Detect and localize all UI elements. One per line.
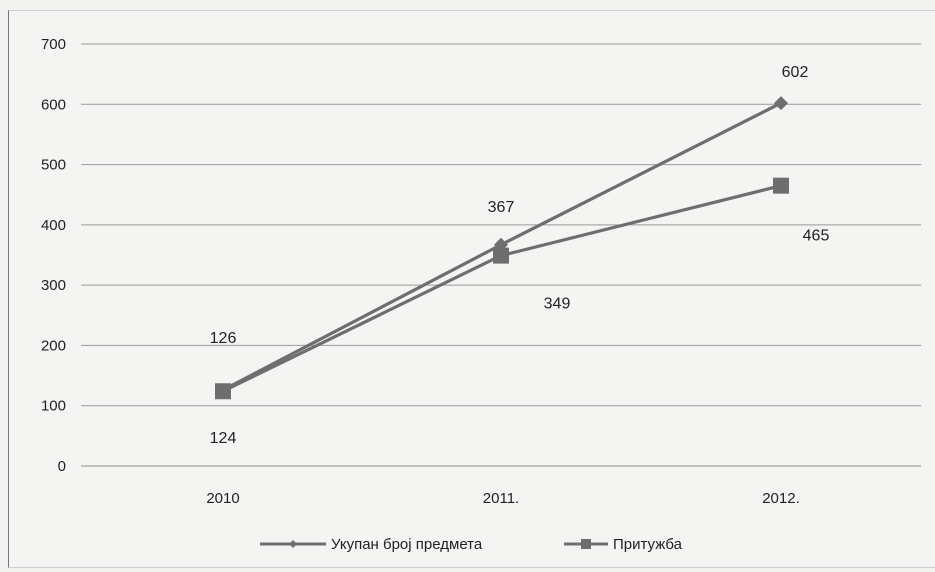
data-label: 367 [488,199,515,216]
legend-marker [581,539,591,549]
data-point [493,247,509,264]
chart-frame: 0 100 200 300 400 500 600 700 2010 2011. 2012. 12… [8,10,935,568]
legend-label: Укупан број предмета [331,536,483,553]
x-tick-label: 2011. [483,490,519,507]
data-point [773,177,789,194]
data-point [774,96,788,111]
y-tick-label: 700 [41,36,66,53]
y-tick-label: 200 [41,337,66,354]
data-label: 465 [803,228,830,245]
y-tick-label: 500 [41,157,66,174]
gridlines [81,43,921,467]
y-tick-label: 0 [58,458,66,475]
y-tick-label: 100 [41,398,66,415]
data-label: 126 [210,330,237,347]
y-tick-label: 600 [41,96,66,113]
series-markers [215,96,789,400]
y-axis-ticks: 0 100 200 300 400 500 600 700 [41,36,66,475]
line-chart: 0 100 200 300 400 500 600 700 2010 2011. 2012. 12… [41,36,921,553]
y-tick-label: 300 [41,277,66,294]
data-labels: 126 367 602 124 349 465 [210,64,830,447]
data-label: 602 [782,64,809,81]
y-tick-label: 400 [41,217,66,234]
x-tick-label: 2010 [206,490,239,507]
data-point [215,383,231,400]
x-axis-ticks: 2010 2011. 2012. [206,490,799,507]
legend-marker [289,540,297,548]
data-label: 124 [210,430,237,447]
legend: Укупан број предмета Притужба [260,536,683,553]
data-label: 349 [544,296,571,313]
legend-label: Притужба [613,536,683,553]
series-line [222,184,782,393]
legend-item: Притужба [564,536,683,553]
x-tick-label: 2012. [762,490,800,507]
legend-item: Укупан број предмета [260,536,483,553]
